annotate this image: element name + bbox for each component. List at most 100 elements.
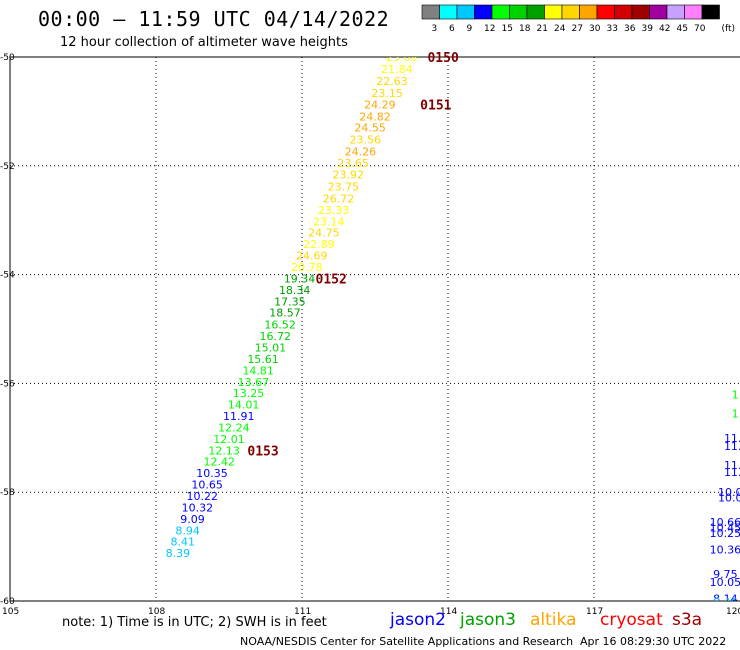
wave-height-point: 11. (724, 459, 740, 472)
wave-height-point: 11. (724, 440, 740, 453)
wave-height-point: 23.75 (328, 180, 360, 193)
y-tick-label: -56 (0, 379, 15, 389)
y-tick-labels: -50 -52 -54 -56 -58 -60 (0, 53, 15, 607)
colorbar-label: 3 (432, 24, 438, 34)
wave-height-point: 13.25 (233, 387, 265, 400)
colorbar-swatch (491, 4, 510, 20)
x-tick-label: 117 (586, 607, 603, 617)
colorbar-swatch (439, 4, 458, 20)
plot-frame (9, 56, 740, 602)
chart-title: 00:00 — 11:59 UTC 04/14/2022 (38, 7, 389, 31)
time-marks: 01500151015201530 (247, 51, 459, 459)
wave-height-point: 24.69 (296, 250, 328, 263)
wave-height-point: 10.0 (718, 492, 740, 505)
wave-height-point: 24.75 (308, 227, 340, 240)
wave-height-point: 18.57 (269, 307, 301, 320)
units-note: note: 1) Time is in UTC; 2) SWH is in fe… (62, 615, 327, 630)
wave-height-point: 1 (732, 388, 739, 401)
x-tick-label: 120 (726, 607, 740, 617)
colorbar-swatch (526, 4, 545, 20)
grid-lines (10, 57, 740, 601)
colorbar-label: 15 (502, 24, 513, 34)
wave-height-point: 26.72 (323, 192, 355, 205)
wave-height-point: 1 (732, 407, 739, 420)
wave-height-point: 23.65 (337, 157, 369, 170)
generated-timestamp: Apr 16 08:29:30 UTC 2022 (580, 635, 726, 648)
wave-height-point: 8.41 (171, 536, 196, 549)
wave-height-point: 23.33 (318, 204, 350, 217)
colorbar-label: 39 (642, 24, 654, 34)
wave-height-point: 12.01 (213, 433, 245, 446)
colorbar-label: 30 (589, 24, 601, 34)
colorbar-label: 36 (624, 24, 636, 34)
colorbar-label: 6 (449, 24, 455, 34)
satellite-legend-s3a: s3a (672, 610, 702, 630)
colorbar-swatch (579, 4, 598, 20)
wave-height-point: 8.39 (166, 547, 191, 560)
wave-height-point: 23.15 (371, 87, 403, 100)
y-tick-label: -60 (0, 597, 15, 607)
chart-subtitle: 12 hour collection of altimeter wave hei… (60, 35, 348, 50)
time-mark-label: 0153 (247, 444, 278, 459)
wave-height-point: 10.35 (196, 467, 228, 480)
wave-height-point: 19.34 (284, 272, 316, 285)
x-tick-labels: 105 108 111 114 117 120 (2, 607, 740, 617)
colorbar-swatch (649, 4, 668, 20)
wave-height-point: 23.14 (313, 215, 345, 228)
time-mark-label: 0151 (420, 98, 451, 113)
colorbar-label: 24 (554, 24, 566, 34)
colorbar-swatch (456, 4, 475, 20)
wave-height-point: 10.05 (710, 576, 740, 589)
wave-height-point: 10.0 (718, 486, 740, 499)
wave-height-point: 16.72 (259, 330, 291, 343)
colorbar-label: 27 (572, 24, 583, 34)
x-tick-label: 105 (2, 607, 19, 617)
time-mark-label: 0152 (316, 272, 347, 287)
wave-height-point: 9.09 (180, 513, 205, 526)
colorbar-swatch (544, 4, 563, 20)
y-tick-label: -54 (0, 271, 15, 281)
colorbar-swatch (474, 4, 493, 20)
wave-height-point: 23.56 (350, 134, 382, 147)
satellite-legend-altika: altika (530, 610, 577, 630)
wave-height-point: 15.61 (247, 353, 279, 366)
x-tick-label: 108 (148, 607, 165, 617)
colorbar-label: 42 (659, 24, 670, 34)
wave-height-point: 8.14 (713, 592, 738, 605)
colorbar-swatch (666, 4, 685, 20)
wave-height-point: 12.42 (204, 456, 236, 469)
wave-height-point: 20.78 (291, 261, 323, 274)
x-tick-label: 114 (440, 607, 457, 617)
wave-height-point: 22.89 (303, 238, 335, 251)
wave-height-point: 16.52 (264, 319, 296, 332)
colorbar-swatch (509, 4, 528, 20)
wave-height-point: 9.75 (713, 568, 738, 581)
satellite-legend-cryosat: cryosat (600, 610, 663, 630)
colorbar-label: 18 (519, 24, 531, 34)
wave-height-point: 10.22 (186, 490, 218, 503)
wave-height-point: 21.84 (381, 63, 413, 76)
credit-text: NOAA/NESDIS Center for Satellite Applica… (240, 635, 573, 648)
colorbar-swatch (684, 4, 703, 20)
y-tick-label: -58 (0, 488, 15, 498)
wave-height-point: 24.55 (354, 122, 386, 135)
wave-height-point: 24.82 (359, 110, 391, 123)
satellite-legend: jason2 jason3 altika cryosat s3a (389, 610, 702, 630)
wave-height-point: 24.29 (364, 98, 396, 111)
wave-height-point: 15.01 (255, 341, 287, 354)
wave-height-point: 11. (724, 466, 740, 479)
wave-height-point: 22.63 (376, 75, 408, 88)
satellite-legend-jason2: jason2 (389, 610, 446, 630)
wave-height-point: 14.81 (242, 364, 274, 377)
time-mark-label: 0150 (427, 51, 458, 66)
colorbar-swatch (701, 4, 720, 20)
wave-height-point: 10.65 (191, 479, 223, 492)
colorbar-label: 9 (467, 24, 473, 34)
wave-height-point: 18.34 (279, 284, 311, 297)
colorbar-label: 33 (607, 24, 618, 34)
y-tick-label: -50 (0, 53, 15, 63)
wave-height-point: 14.01 (228, 399, 260, 412)
wave-height-point: 23.08 (386, 51, 418, 64)
colorbar-legend: 3 6 9 12 15 18 21 24 27 30 33 36 39 42 45 70 (ft) (421, 4, 735, 34)
